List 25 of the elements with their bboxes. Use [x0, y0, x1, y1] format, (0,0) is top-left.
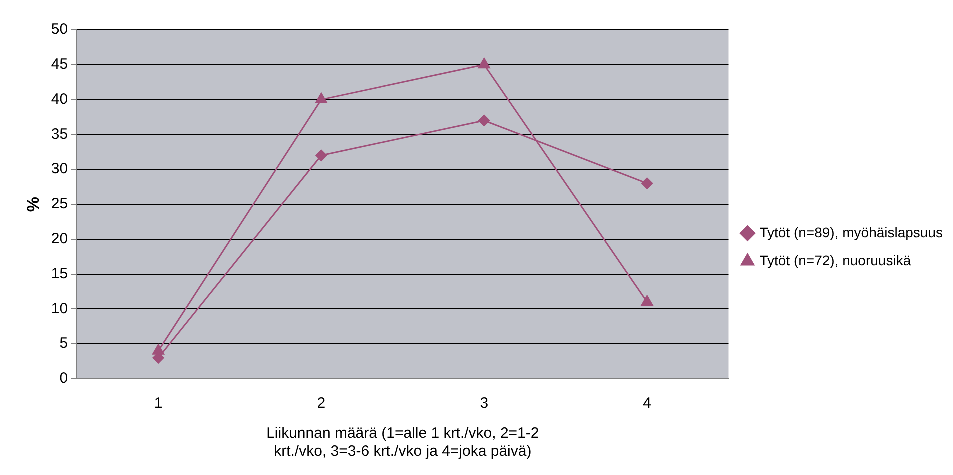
y-tick-label: 10	[51, 300, 68, 318]
point	[316, 150, 328, 162]
legend-label: Tytöt (n=72), nuoruusikä	[760, 252, 912, 268]
point	[316, 93, 328, 104]
legend-label: Tytöt (n=89), myöhäislapsuus	[760, 224, 944, 240]
y-tick-label: 35	[51, 126, 68, 143]
point	[478, 114, 490, 126]
y-axis-title: %	[24, 196, 43, 212]
y-tick-label: 30	[51, 160, 68, 178]
x-tick-label: 1	[154, 395, 163, 412]
y-tick-label: 40	[51, 90, 68, 108]
y-tick-label: 15	[51, 265, 68, 282]
y-tick-label: 20	[51, 230, 68, 248]
y-tick-label: 25	[51, 196, 68, 213]
x-tick-label: 4	[643, 395, 652, 412]
x-tick-label: 3	[480, 395, 489, 412]
x-tick-label: 2	[317, 395, 326, 412]
point	[478, 58, 490, 69]
x-axis-title: Liikunnan määrä (1=alle 1 krt./vko, 2=1-2 krt./vko, 3=3-6 krt./vko ja 4=joka päivä)	[266, 425, 540, 460]
y-tick-label: 50	[51, 21, 68, 38]
point	[641, 295, 654, 306]
y-tick-label: 0	[60, 370, 68, 388]
point	[642, 178, 654, 190]
y-tick-label: 45	[51, 56, 68, 74]
y-tick-label: 5	[60, 335, 68, 352]
